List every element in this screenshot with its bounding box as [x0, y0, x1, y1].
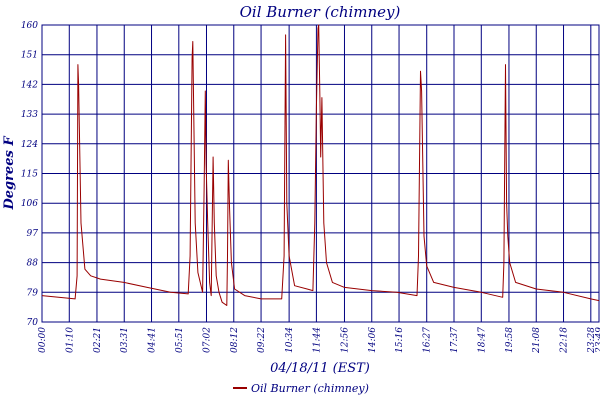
chart-title: Oil Burner (chimney) [240, 3, 401, 21]
x-tick-label: 17:37 [450, 327, 460, 353]
x-axis-ticks: 00:00 01:10 02:21 03:31 04:41 05:51 07:02 08:12… [38, 327, 600, 354]
x-tick-label: 04:41 [148, 327, 158, 353]
y-tick-label: 79 [27, 288, 39, 298]
x-tick-label: 00:00 [38, 327, 48, 353]
x-tick-label: 10:34 [285, 327, 295, 353]
y-tick-label: 106 [21, 199, 38, 209]
grid-lines [42, 25, 599, 322]
x-tick-label: 01:10 [65, 327, 75, 353]
y-tick-label: 88 [27, 259, 39, 269]
x-tick-label: 05:51 [175, 327, 185, 353]
x-tick-label: 09:22 [257, 327, 267, 353]
x-tick-label: 07:02 [202, 327, 212, 353]
x-tick-label: 22:18 [560, 327, 570, 354]
y-axis-label: Degrees F [2, 136, 17, 211]
y-tick-label: 142 [21, 80, 38, 90]
legend: Oil Burner (chimney) [233, 382, 369, 395]
x-tick-label: 19:58 [505, 327, 515, 353]
y-tick-label: 97 [27, 229, 39, 239]
y-tick-label: 160 [21, 21, 38, 31]
y-tick-label: 70 [27, 318, 39, 328]
x-tick-label: 16:27 [423, 327, 433, 353]
x-tick-label: 02:21 [93, 327, 103, 353]
x-tick-label: 14:06 [368, 327, 378, 353]
plot-area [41, 24, 600, 323]
x-tick-label: 18:47 [477, 327, 487, 353]
series-line [41, 24, 600, 306]
y-tick-label: 133 [21, 110, 38, 120]
x-tick-label: 11:44 [312, 327, 322, 353]
y-axis-ticks: 70 79 88 97 106 115 124 133 142 151 160 [21, 21, 38, 328]
y-tick-label: 115 [21, 170, 38, 180]
x-tick-label: 03:31 [120, 327, 130, 353]
series-group [41, 24, 600, 306]
y-tick-label: 151 [21, 51, 38, 61]
x-tick-label: 08:12 [230, 327, 240, 353]
x-tick-label: 21:08 [532, 327, 542, 354]
legend-label: Oil Burner (chimney) [251, 382, 369, 395]
x-axis-label: 04/18/11 (EST) [270, 361, 370, 376]
x-tick-label: 15:16 [395, 327, 405, 353]
x-tick-label: 23:49 [595, 327, 600, 354]
x-tick-label: 23:28 [587, 327, 597, 354]
x-tick-label: 12:56 [340, 327, 350, 353]
y-tick-label: 124 [21, 140, 38, 150]
